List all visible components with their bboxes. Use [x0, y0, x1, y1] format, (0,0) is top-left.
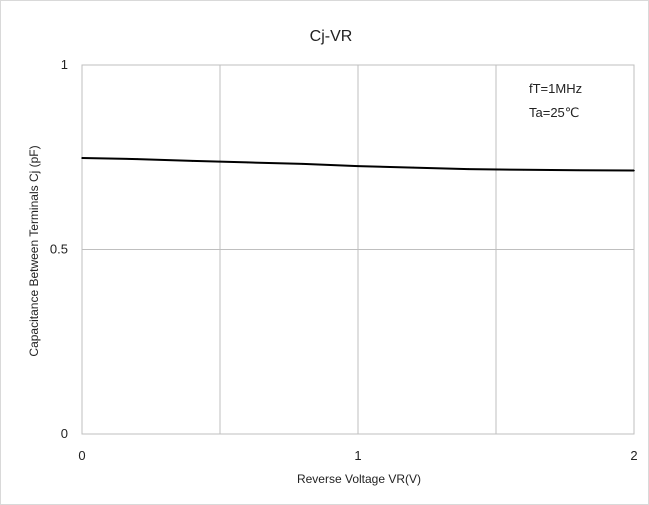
annotation-temperature: Ta=25℃ [529, 105, 579, 120]
x-tick-label: 0 [78, 448, 85, 463]
plot-area-border [81, 64, 635, 435]
plot-border [81, 64, 635, 435]
data-point [357, 165, 359, 167]
y-tick-label: 1 [61, 57, 68, 72]
y-axis-title: Capacitance Between Terminals Cj (pF) [27, 145, 41, 356]
y-tick-label: 0.5 [50, 242, 68, 257]
y-tick-labels: 00.51 [50, 57, 68, 441]
data-point [522, 168, 525, 171]
data-point [467, 168, 470, 170]
data-point [302, 163, 304, 165]
chart-title: Cj-VR [310, 28, 353, 45]
data-point [246, 161, 249, 164]
x-tick-labels: 0 1 2 [78, 448, 637, 463]
data-point [136, 158, 138, 160]
x-axis-title: Reverse Voltage VR(V) [297, 472, 421, 486]
x-tick-label: 2 [630, 448, 637, 463]
data-point [578, 169, 580, 171]
data-point [81, 157, 83, 159]
annotation-frequency: fT=1MHz [529, 81, 582, 96]
y-tick-label: 0 [61, 426, 68, 441]
x-tick-label: 1 [354, 448, 361, 463]
data-point [412, 166, 415, 169]
data-point [191, 160, 194, 162]
data-point [633, 169, 635, 172]
series-layer [81, 157, 635, 172]
grid [81, 64, 635, 435]
